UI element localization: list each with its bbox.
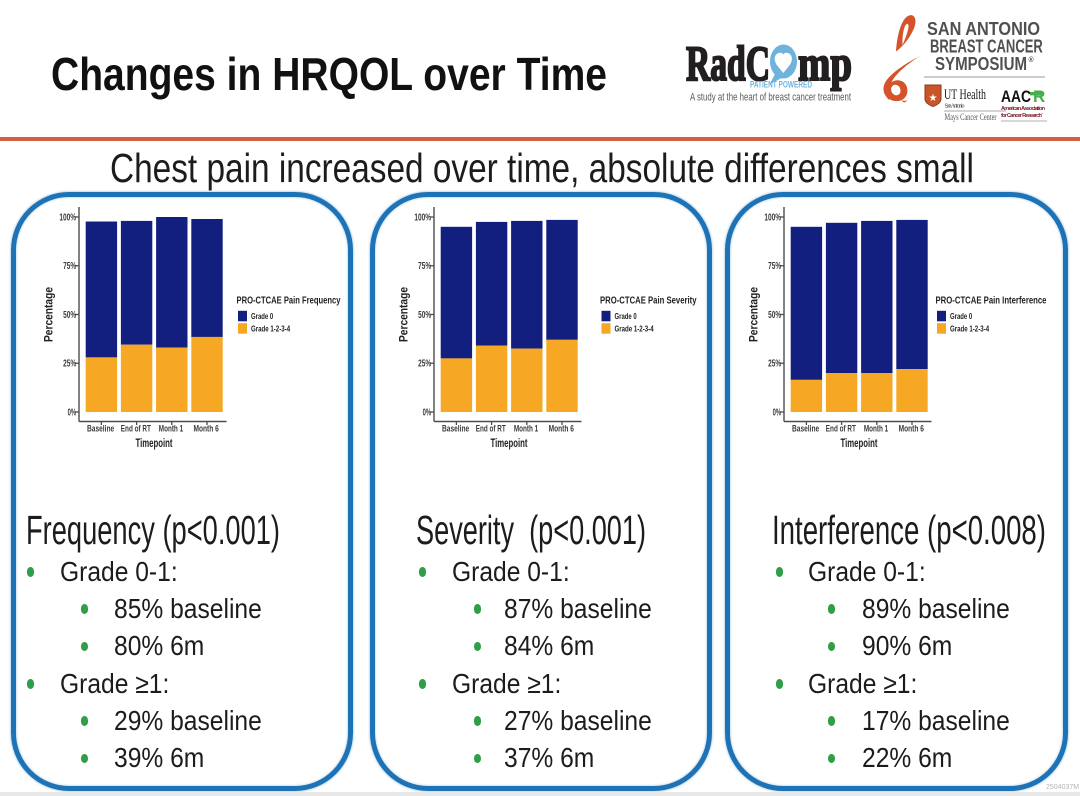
svg-text:PRO-CTCAE Pain Severity: PRO-CTCAE Pain Severity [600, 296, 697, 307]
svg-text:100%: 100% [764, 212, 781, 223]
svg-text:PRO-CTCAE Pain Frequency: PRO-CTCAE Pain Frequency [237, 296, 341, 307]
svg-text:Month 6: Month 6 [194, 424, 219, 435]
svg-text:SAN ANTONIO: SAN ANTONIO [927, 19, 1040, 39]
svg-text:Percentage: Percentage [399, 287, 411, 342]
svg-text:50%: 50% [63, 310, 76, 321]
svg-text:★: ★ [929, 93, 938, 104]
svg-text:Month 1: Month 1 [514, 424, 539, 435]
svg-text:®: ® [1029, 56, 1035, 64]
svg-text:Grade 1-2-3-4: Grade 1-2-3-4 [251, 324, 290, 334]
svg-text:100%: 100% [59, 212, 76, 223]
svg-text:R: R [1033, 87, 1045, 106]
svg-text:Month 6: Month 6 [549, 424, 574, 435]
svg-text:Month 6: Month 6 [899, 424, 924, 435]
svg-text:75%: 75% [63, 261, 76, 272]
svg-text:AAC: AAC [1001, 87, 1031, 106]
svg-text:Percentage: Percentage [749, 287, 761, 342]
svg-text:Grade 0: Grade 0 [950, 311, 972, 321]
svg-text:Timepoint: Timepoint [491, 438, 528, 450]
svg-text:Grade 0: Grade 0 [251, 311, 273, 321]
svg-text:Month 1: Month 1 [159, 424, 184, 435]
svg-text:End of RT: End of RT [826, 424, 856, 435]
svg-text:75%: 75% [418, 261, 431, 272]
svg-text:End of RT: End of RT [121, 424, 151, 435]
svg-text:Baseline: Baseline [792, 424, 819, 435]
svg-text:Timepoint: Timepoint [841, 438, 878, 450]
svg-text:American Association: American Association [1001, 106, 1046, 112]
svg-text:PRO-CTCAE Pain Interference: PRO-CTCAE Pain Interference [936, 296, 1047, 307]
svg-text:Baseline: Baseline [442, 424, 469, 435]
svg-text:Mays Cancer Center: Mays Cancer Center [945, 113, 998, 123]
svg-text:Grade 1-2-3-4: Grade 1-2-3-4 [615, 324, 654, 334]
svg-text:UT Health: UT Health [944, 87, 987, 103]
svg-text:Baseline: Baseline [87, 424, 114, 435]
svg-text:BREAST CANCER: BREAST CANCER [930, 37, 1043, 57]
svg-text:PATIENT POWERED: PATIENT POWERED [750, 80, 812, 90]
svg-text:25%: 25% [418, 359, 431, 370]
svg-text:End of RT: End of RT [476, 424, 506, 435]
svg-text:0%: 0% [773, 407, 782, 418]
svg-text:Grade 1-2-3-4: Grade 1-2-3-4 [950, 324, 989, 334]
svg-text:25%: 25% [768, 359, 781, 370]
svg-text:for Cancer Research´: for Cancer Research´ [1001, 113, 1043, 119]
svg-text:Percentage: Percentage [44, 287, 56, 342]
svg-text:75%: 75% [768, 261, 781, 272]
svg-text:mp: mp [798, 38, 852, 91]
svg-text:Timepoint: Timepoint [136, 438, 173, 450]
svg-text:A study at the heart of breast: A study at the heart of breast cancer tr… [690, 92, 852, 104]
svg-text:SYMPOSIUM: SYMPOSIUM [935, 54, 1027, 74]
svg-text:0%: 0% [68, 407, 77, 418]
svg-text:50%: 50% [768, 310, 781, 321]
svg-text:RadC: RadC [686, 38, 770, 91]
svg-text:50%: 50% [418, 310, 431, 321]
svg-text:San Antonio: San Antonio [945, 104, 965, 110]
svg-text:Grade 0: Grade 0 [615, 311, 637, 321]
svg-text:Month 1: Month 1 [864, 424, 889, 435]
svg-text:100%: 100% [414, 212, 431, 223]
svg-text:0%: 0% [423, 407, 432, 418]
svg-text:25%: 25% [63, 359, 76, 370]
